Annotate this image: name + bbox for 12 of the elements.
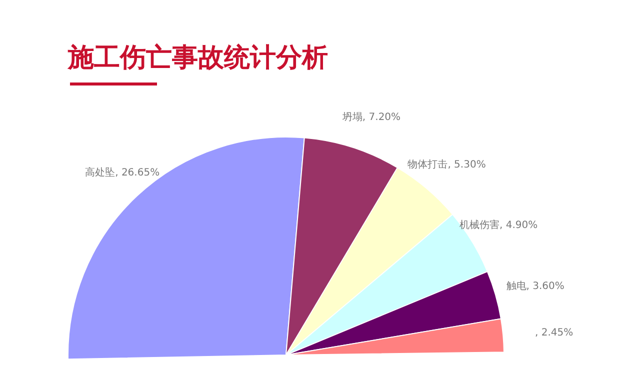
chart-title: 施工伤亡事故统计分析 xyxy=(67,43,328,73)
data-label: , 26.65% xyxy=(115,168,160,179)
data-label: , 3.60% xyxy=(526,280,564,292)
slice-label: 坍塌 xyxy=(341,110,362,123)
data-label: , 7.20% xyxy=(362,112,401,123)
slice-label: 物体打击 xyxy=(408,158,448,170)
slice-label: 机械伤害 xyxy=(460,218,500,231)
data-label: , 5.30% xyxy=(448,159,486,170)
slice-label: 高处坠 xyxy=(85,166,116,179)
data-label: , 4.90% xyxy=(500,220,538,231)
data-label: , 2.45% xyxy=(534,328,574,339)
slice-label: 触电 xyxy=(506,280,526,292)
